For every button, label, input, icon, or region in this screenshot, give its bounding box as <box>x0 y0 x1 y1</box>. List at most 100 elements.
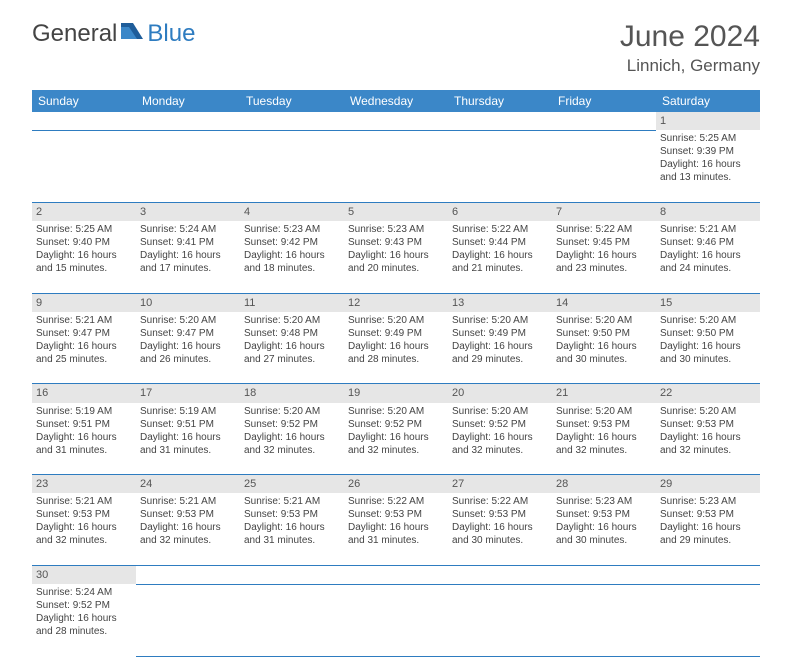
day-number: 23 <box>32 475 136 494</box>
logo-text-1: General <box>32 20 117 48</box>
day-header-row: SundayMondayTuesdayWednesdayThursdayFrid… <box>32 90 760 112</box>
day-line: Sunrise: 5:25 AM <box>660 132 756 145</box>
title-block: June 2024 Linnich, Germany <box>620 20 760 76</box>
day-line: and 26 minutes. <box>140 353 236 366</box>
day-line: Sunrise: 5:19 AM <box>140 405 236 418</box>
day-line: and 25 minutes. <box>36 353 132 366</box>
day-cell: Sunrise: 5:23 AMSunset: 9:43 PMDaylight:… <box>344 221 448 293</box>
day-line: Sunset: 9:53 PM <box>556 418 652 431</box>
day-cell: Sunrise: 5:20 AMSunset: 9:53 PMDaylight:… <box>552 403 656 475</box>
day-line: Sunset: 9:53 PM <box>244 508 340 521</box>
day-line: Daylight: 16 hours <box>244 249 340 262</box>
day-number: 4 <box>240 202 344 221</box>
day-line: and 30 minutes. <box>660 353 756 366</box>
day-line: Sunset: 9:40 PM <box>36 236 132 249</box>
week-row: Sunrise: 5:25 AMSunset: 9:39 PMDaylight:… <box>32 130 760 202</box>
day-line: Sunset: 9:47 PM <box>140 327 236 340</box>
day-cell <box>344 584 448 656</box>
day-cell: Sunrise: 5:21 AMSunset: 9:53 PMDaylight:… <box>136 493 240 565</box>
day-number: 18 <box>240 384 344 403</box>
day-number: 27 <box>448 475 552 494</box>
day-line: Daylight: 16 hours <box>660 158 756 171</box>
day-header: Thursday <box>448 90 552 112</box>
day-header: Monday <box>136 90 240 112</box>
day-cell: Sunrise: 5:20 AMSunset: 9:47 PMDaylight:… <box>136 312 240 384</box>
day-line: Sunset: 9:53 PM <box>36 508 132 521</box>
day-cell: Sunrise: 5:20 AMSunset: 9:50 PMDaylight:… <box>552 312 656 384</box>
day-line: and 13 minutes. <box>660 171 756 184</box>
day-line: Sunrise: 5:20 AM <box>452 314 548 327</box>
day-line: Sunrise: 5:20 AM <box>244 405 340 418</box>
day-line: and 31 minutes. <box>36 444 132 457</box>
day-cell: Sunrise: 5:20 AMSunset: 9:50 PMDaylight:… <box>656 312 760 384</box>
day-line: Sunrise: 5:22 AM <box>348 495 444 508</box>
day-line: and 23 minutes. <box>556 262 652 275</box>
day-number: 16 <box>32 384 136 403</box>
day-line: Daylight: 16 hours <box>36 340 132 353</box>
day-line: Sunset: 9:44 PM <box>452 236 548 249</box>
day-line: Daylight: 16 hours <box>660 521 756 534</box>
day-cell <box>344 130 448 202</box>
day-line: Sunset: 9:50 PM <box>660 327 756 340</box>
logo-flag-icon <box>121 20 147 48</box>
day-cell: Sunrise: 5:25 AMSunset: 9:40 PMDaylight:… <box>32 221 136 293</box>
day-number <box>448 112 552 130</box>
daynum-row: 30 <box>32 565 760 584</box>
header: General Blue June 2024 Linnich, Germany <box>0 0 792 84</box>
day-line: Daylight: 16 hours <box>140 340 236 353</box>
day-line: Daylight: 16 hours <box>660 431 756 444</box>
day-line: Sunrise: 5:21 AM <box>244 495 340 508</box>
day-cell: Sunrise: 5:21 AMSunset: 9:53 PMDaylight:… <box>32 493 136 565</box>
day-number: 1 <box>656 112 760 130</box>
day-line: and 32 minutes. <box>244 444 340 457</box>
day-line: Daylight: 16 hours <box>556 340 652 353</box>
day-number <box>32 112 136 130</box>
day-number: 5 <box>344 202 448 221</box>
day-number: 20 <box>448 384 552 403</box>
day-line: Daylight: 16 hours <box>348 431 444 444</box>
day-line: Sunrise: 5:22 AM <box>452 495 548 508</box>
day-line: Sunrise: 5:23 AM <box>348 223 444 236</box>
day-line: Sunrise: 5:21 AM <box>36 495 132 508</box>
day-cell: Sunrise: 5:24 AMSunset: 9:52 PMDaylight:… <box>32 584 136 656</box>
day-line: Sunset: 9:53 PM <box>660 418 756 431</box>
day-line: Sunset: 9:47 PM <box>36 327 132 340</box>
day-line: Sunset: 9:39 PM <box>660 145 756 158</box>
day-number: 26 <box>344 475 448 494</box>
day-number <box>136 565 240 584</box>
location-label: Linnich, Germany <box>620 56 760 76</box>
day-line: Sunset: 9:51 PM <box>36 418 132 431</box>
page-title: June 2024 <box>620 20 760 54</box>
day-line: Sunrise: 5:22 AM <box>556 223 652 236</box>
day-number: 15 <box>656 293 760 312</box>
day-number <box>240 112 344 130</box>
day-line: and 24 minutes. <box>660 262 756 275</box>
day-line: Daylight: 16 hours <box>140 431 236 444</box>
day-line: Daylight: 16 hours <box>244 431 340 444</box>
week-row: Sunrise: 5:25 AMSunset: 9:40 PMDaylight:… <box>32 221 760 293</box>
day-line: Sunrise: 5:20 AM <box>660 314 756 327</box>
daynum-row: 1 <box>32 112 760 130</box>
day-line: Sunset: 9:43 PM <box>348 236 444 249</box>
day-cell <box>552 584 656 656</box>
day-number: 25 <box>240 475 344 494</box>
day-header: Wednesday <box>344 90 448 112</box>
day-number: 22 <box>656 384 760 403</box>
day-number <box>136 112 240 130</box>
day-line: Sunrise: 5:20 AM <box>348 405 444 418</box>
day-number: 11 <box>240 293 344 312</box>
day-line: Daylight: 16 hours <box>452 431 548 444</box>
day-number <box>344 565 448 584</box>
day-number <box>448 565 552 584</box>
day-line: Sunset: 9:52 PM <box>36 599 132 612</box>
day-line: Daylight: 16 hours <box>452 249 548 262</box>
day-line: Sunset: 9:49 PM <box>452 327 548 340</box>
day-cell: Sunrise: 5:23 AMSunset: 9:42 PMDaylight:… <box>240 221 344 293</box>
day-number: 28 <box>552 475 656 494</box>
day-line: Daylight: 16 hours <box>660 340 756 353</box>
day-number: 3 <box>136 202 240 221</box>
day-line: Sunrise: 5:21 AM <box>660 223 756 236</box>
day-line: Sunrise: 5:24 AM <box>36 586 132 599</box>
day-line: and 32 minutes. <box>36 534 132 547</box>
day-line: and 32 minutes. <box>452 444 548 457</box>
